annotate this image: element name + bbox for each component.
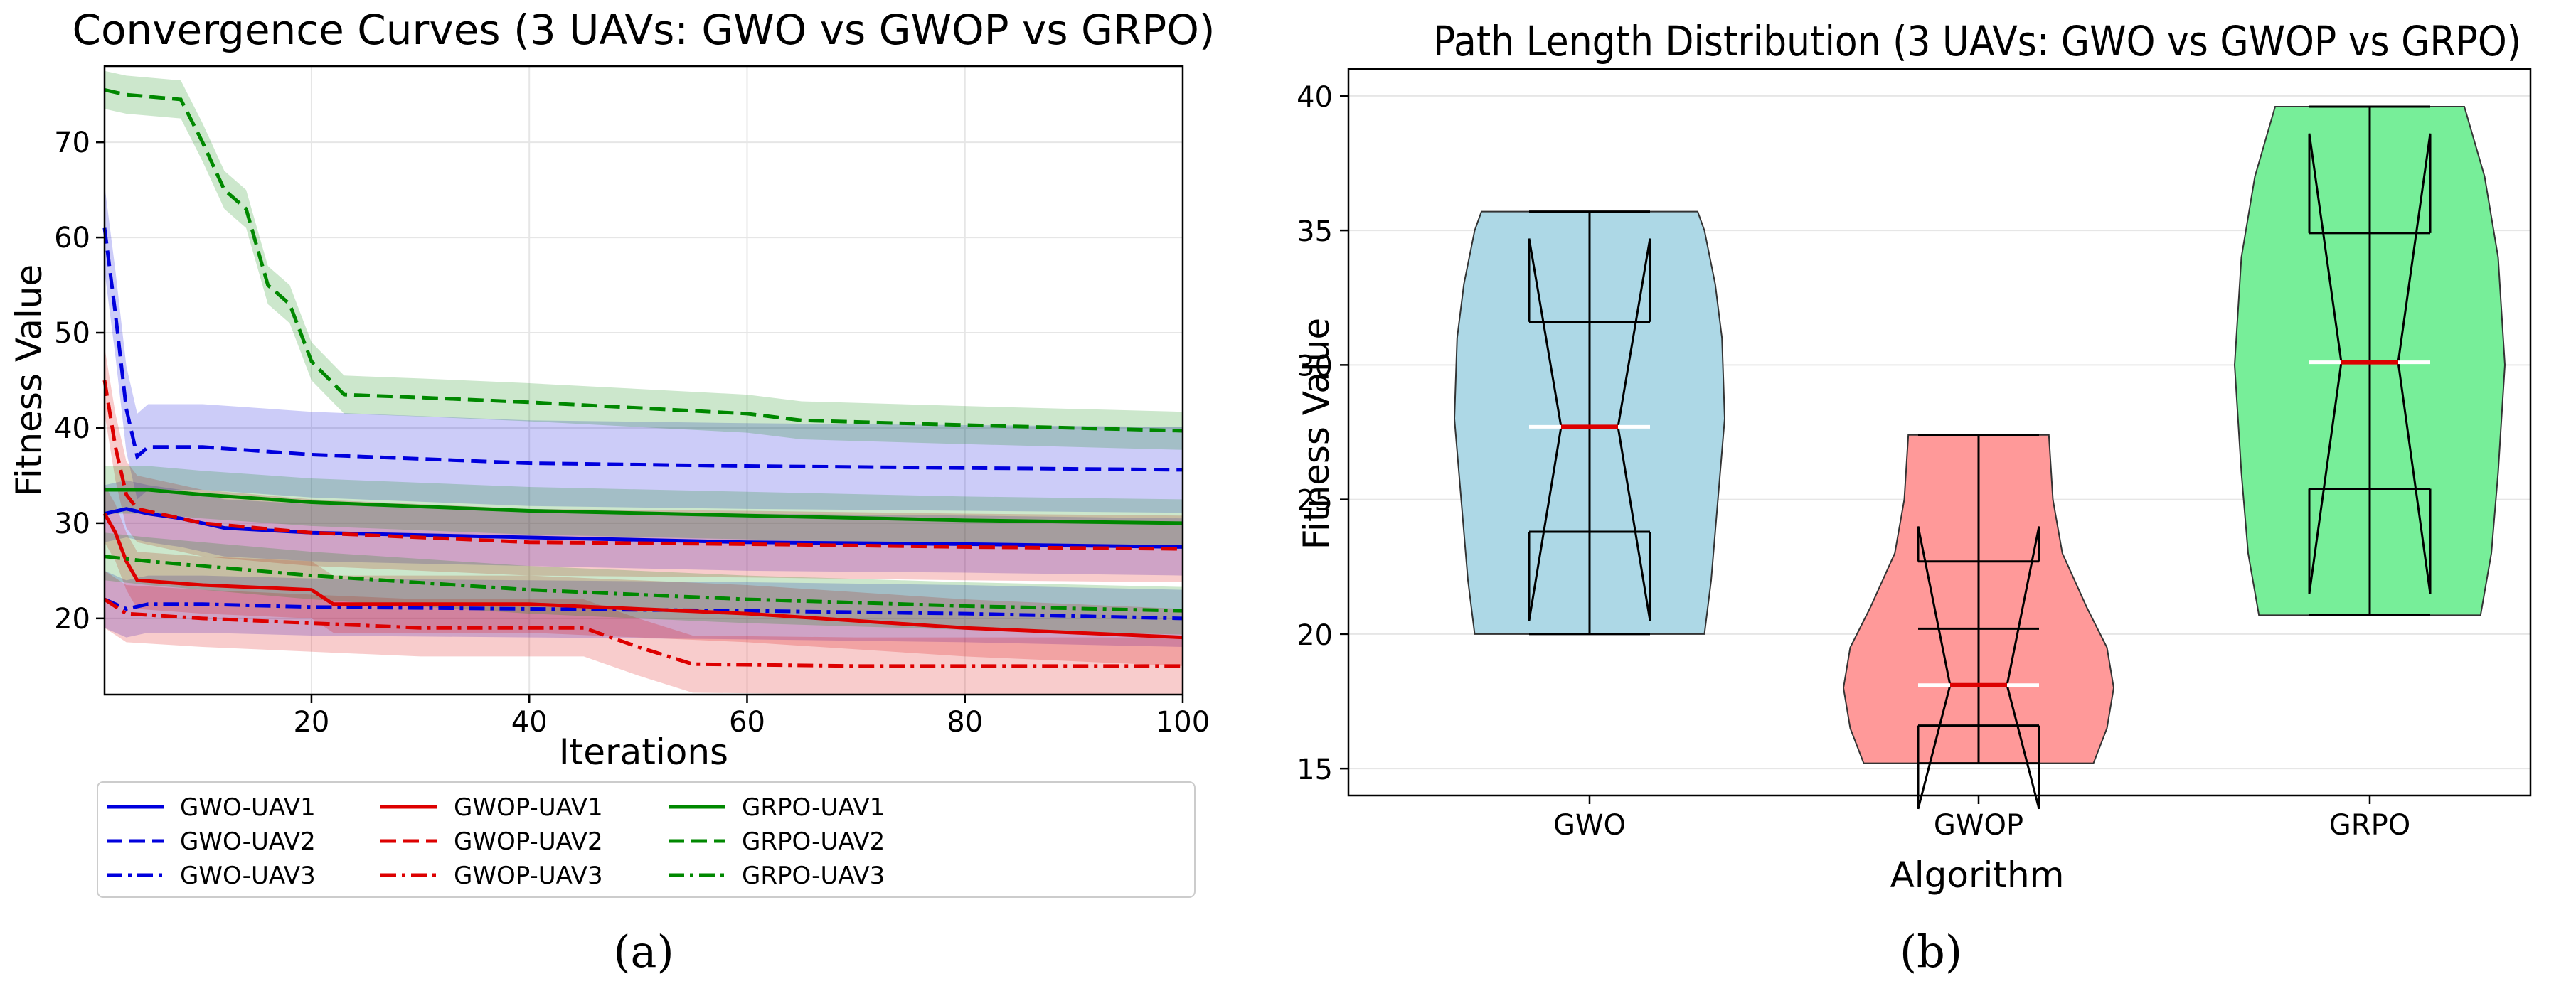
series-band-gwop-uav1 [105, 485, 1183, 666]
chart-b-caption: (b) [1900, 926, 1962, 977]
chart-b-ytick-label: 35 [1297, 215, 1333, 248]
chart-a-xtick-label: 80 [947, 706, 983, 739]
legend-label-gwo-uav1: GWO-UAV1 [180, 793, 316, 822]
chart-b-xtick-label: GWO [1553, 809, 1626, 842]
chart-a-xtick-label: 100 [1156, 706, 1210, 739]
chart-b: Path Length Distribution (3 UAVs: GWO vs… [1296, 17, 2532, 977]
chart-a-xticks: 20 40 60 80 100 [293, 695, 1210, 739]
series-band-gwo-uav2 [105, 185, 1183, 513]
chart-b-ytick-label: 25 [1297, 485, 1333, 518]
chart-a-xtick-label: 60 [729, 706, 765, 739]
chart-a-ytick-label: 50 [54, 317, 90, 350]
chart-b-xtick-label: GRPO [2329, 809, 2410, 842]
legend-label-grpo-uav3: GRPO-UAV3 [742, 862, 885, 890]
chart-a-ytick-label: 20 [54, 603, 90, 636]
series-line-grpo-uav3 [104, 555, 1183, 613]
chart-b-ytick-label: 30 [1297, 350, 1333, 382]
chart-a-caption: (a) [613, 926, 674, 977]
series-line-gwo-uav1 [104, 507, 1183, 549]
chart-a-yticks: 20 30 40 50 60 70 [54, 127, 105, 636]
chart-b-ytick-label: 20 [1297, 619, 1333, 652]
series-band-grpo-uav1 [105, 466, 1183, 547]
chart-a-ylabel: Fitness Value [9, 264, 50, 496]
chart-b-yticks: 15 20 25 30 35 40 [1297, 81, 1348, 786]
series-line-gwop-uav1 [102, 513, 1183, 640]
chart-b-violins [1453, 105, 2506, 810]
chart-b-ytick-label: 15 [1297, 754, 1333, 786]
series-band-gwo-uav1 [105, 480, 1183, 576]
series-line-gwo-uav3 [103, 597, 1183, 621]
chart-a-title: Convergence Curves (3 UAVs: GWO vs GWOP … [72, 6, 1215, 54]
chart-a-ytick-label: 30 [54, 508, 90, 540]
legend-label-gwop-uav1: GWOP-UAV1 [454, 793, 603, 822]
chart-a: Convergence Curves (3 UAVs: GWO vs GWOP … [9, 6, 1215, 977]
series-band-grpo-uav2 [105, 70, 1183, 450]
chart-a-xtick-label: 20 [293, 706, 329, 739]
series-band-grpo-uav3 [105, 532, 1183, 635]
legend-label-gwop-uav3: GWOP-UAV3 [454, 862, 603, 890]
chart-a-xlabel: Iterations [559, 732, 728, 773]
series-band-gwop-uav2 [105, 347, 1183, 582]
chart-b-xlabel: Algorithm [1890, 855, 2065, 896]
series-band-gwop-uav3 [105, 570, 1183, 695]
chart-a-xtick-label: 40 [511, 706, 548, 739]
series-line-gwop-uav2 [102, 380, 1183, 551]
chart-b-xtick-label: GWOP [1934, 809, 2023, 842]
legend-label-gwo-uav2: GWO-UAV2 [180, 827, 316, 856]
series-line-grpo-uav1 [105, 488, 1183, 525]
chart-b-title: Path Length Distribution (3 UAVs: GWO vs… [1433, 17, 2521, 65]
legend-label-gwo-uav3: GWO-UAV3 [180, 862, 316, 890]
chart-b-ytick-label: 40 [1297, 81, 1333, 114]
chart-a-frame [103, 65, 1184, 696]
chart-b-frame [1347, 68, 2532, 797]
chart-a-ytick-label: 70 [54, 127, 90, 159]
legend-label-gwop-uav2: GWOP-UAV2 [454, 827, 603, 856]
chart-a-bands [105, 70, 1183, 695]
legend-label-grpo-uav1: GRPO-UAV1 [742, 793, 885, 822]
chart-a-ytick-label: 40 [54, 412, 90, 445]
chart-a-legend: GWO-UAV1 GWO-UAV2 GWO-UAV3 GWOP-UAV1 GWOP-UA… [97, 781, 1196, 898]
series-line-grpo-uav2 [104, 88, 1183, 433]
chart-a-lines [102, 88, 1183, 668]
chart-a-ytick-label: 60 [54, 222, 90, 255]
legend-label-grpo-uav2: GRPO-UAV2 [742, 827, 885, 856]
series-line-gwop-uav3 [103, 597, 1183, 668]
chart-a-legend-box [97, 781, 1196, 898]
chart-b-ylabel: Fitness Value [1296, 318, 1337, 550]
series-line-gwo-uav2 [102, 227, 1183, 472]
chart-b-xticks: GWO GWOP GRPO [1553, 796, 2410, 842]
